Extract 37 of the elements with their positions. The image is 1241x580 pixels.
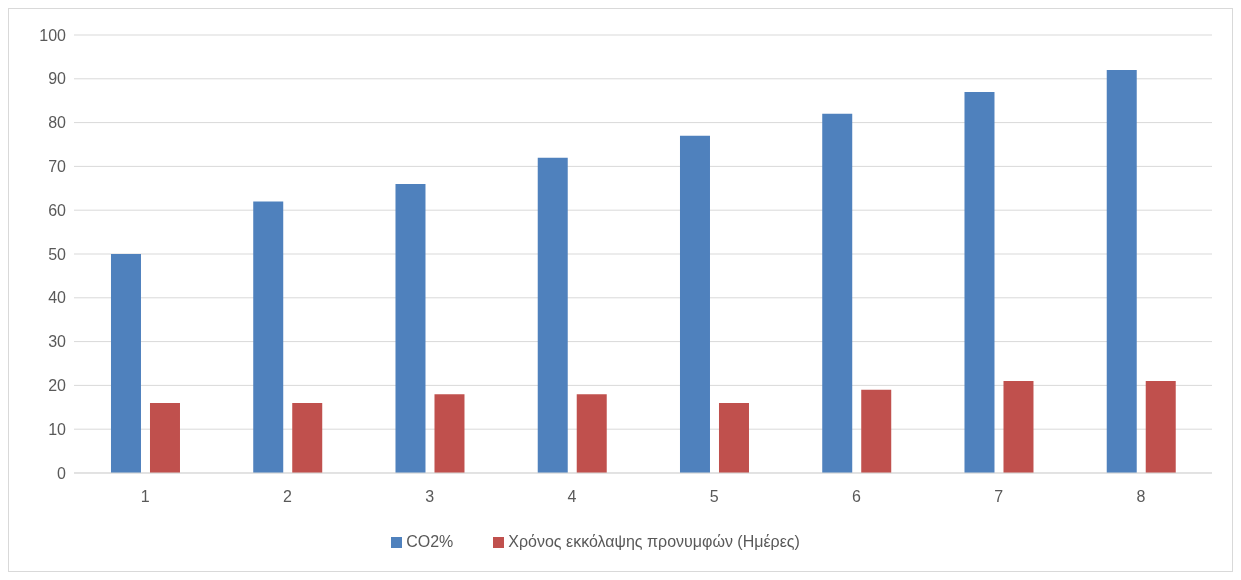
y-tick-label: 10: [48, 420, 67, 438]
bar: [679, 135, 710, 473]
bar: [253, 201, 284, 473]
bar: [1145, 381, 1176, 473]
x-tick-label: 1: [140, 488, 150, 506]
y-tick-label: 50: [48, 245, 67, 263]
bar: [1003, 381, 1034, 473]
y-tick-label: 100: [39, 26, 67, 44]
y-tick-label: 30: [48, 333, 67, 351]
bar: [861, 389, 892, 473]
bar: [434, 394, 465, 473]
bar: [110, 254, 141, 473]
x-tick-label: 4: [567, 488, 577, 506]
x-tick-label: 5: [709, 488, 719, 506]
y-tick-label: 60: [48, 201, 67, 219]
legend-label: Χρόνος εκκόλαψης προνυμφών (Ημέρες): [508, 533, 800, 550]
bar: [395, 183, 426, 473]
bar: [149, 402, 180, 473]
y-tick-label: 80: [48, 114, 67, 132]
bar: [964, 91, 995, 473]
legend-label: CO2%: [406, 533, 454, 550]
bar: [576, 394, 607, 473]
x-tick-label: 8: [1136, 488, 1146, 506]
x-tick-label: 3: [425, 488, 435, 506]
y-tick-label: 70: [48, 158, 67, 176]
y-tick-label: 90: [48, 70, 67, 88]
bar: [292, 402, 323, 473]
x-tick-label: 6: [851, 488, 861, 506]
y-tick-label: 40: [48, 289, 67, 307]
bar: [718, 402, 749, 473]
y-tick-label: 20: [48, 377, 67, 395]
bar: [1106, 70, 1137, 473]
bar: [822, 113, 853, 473]
bar: [537, 157, 568, 473]
y-tick-label: 0: [57, 464, 67, 482]
x-tick-label: 7: [994, 488, 1004, 506]
x-tick-label: 2: [282, 488, 292, 506]
